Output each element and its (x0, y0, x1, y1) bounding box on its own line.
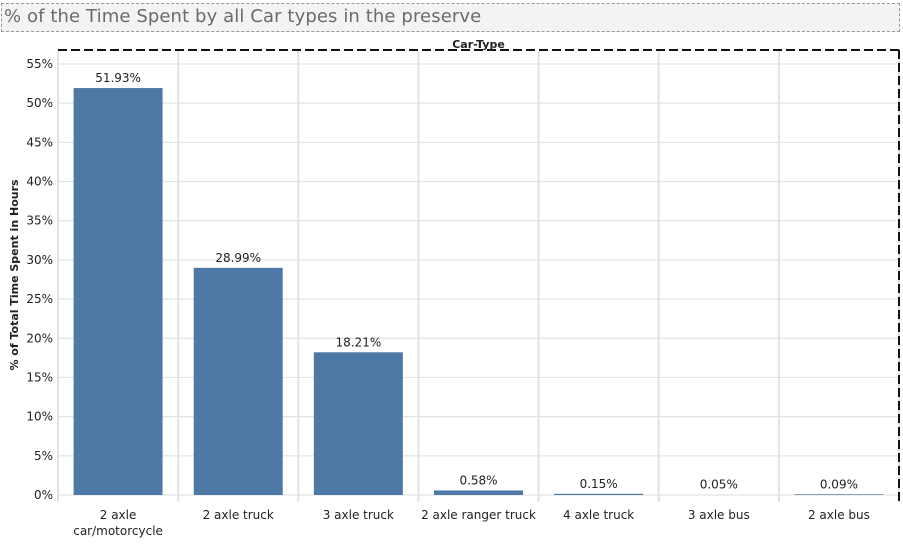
category-label: 3 axle bus (688, 508, 750, 522)
y-tick-label: 15% (26, 370, 53, 384)
category-label: 3 axle truck (323, 508, 394, 522)
bar (434, 490, 523, 495)
category-label: car/motorcycle (73, 524, 163, 538)
chart-title-bar: % of the Time Spent by all Car types in … (1, 3, 900, 32)
column-separators (57, 51, 900, 502)
bar (554, 493, 644, 495)
bar (313, 352, 403, 495)
category-label: 2 axle bus (808, 508, 870, 522)
bar (193, 267, 283, 495)
gridlines (58, 63, 899, 496)
y-tick-label: 45% (26, 135, 53, 149)
y-tick-label: 25% (26, 292, 53, 306)
data-label: 28.99% (215, 251, 261, 265)
category-label: 2 axle ranger truck (421, 508, 536, 522)
chart-text: 0% 5% 10% 15% 20% 25% 30% 35% 40% 45% 50% 55% 51.93%… (8, 38, 870, 538)
bars (73, 88, 884, 495)
y-tick-label: 0% (34, 488, 53, 502)
data-label: 0.09% (820, 477, 858, 491)
column-header-title: Car-Type (452, 38, 505, 51)
category-label: 2 axle truck (203, 508, 274, 522)
category-label: 4 axle truck (563, 508, 634, 522)
y-tick-label: 35% (26, 214, 53, 228)
bar (794, 494, 884, 495)
y-tick-label: 50% (26, 96, 53, 110)
data-label: 51.93% (95, 71, 141, 85)
y-tick-label: 20% (26, 331, 53, 345)
bar (73, 88, 163, 495)
data-label: 0.58% (459, 473, 497, 487)
y-tick-label: 5% (34, 449, 53, 463)
y-tick-label: 55% (26, 57, 53, 71)
y-tick-label: 10% (26, 410, 53, 424)
y-axis-title: % of Total Time Spent in Hours (8, 179, 21, 371)
data-label: 0.05% (700, 478, 738, 492)
chart-title: % of the Time Spent by all Car types in … (4, 6, 482, 27)
category-label: 2 axle (100, 508, 137, 522)
y-tick-label: 40% (26, 175, 53, 189)
y-tick-label: 30% (26, 253, 53, 267)
chart-frame (58, 49, 900, 502)
data-label: 0.15% (580, 477, 618, 491)
data-label: 18.21% (335, 335, 381, 349)
